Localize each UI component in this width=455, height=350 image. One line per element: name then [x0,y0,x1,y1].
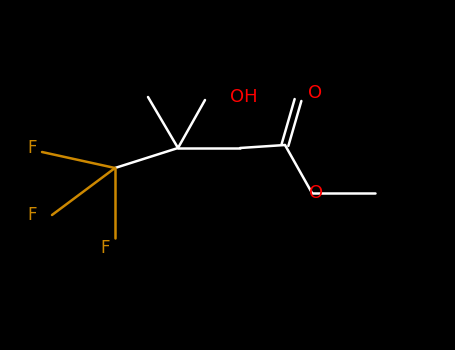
Text: O: O [308,84,322,102]
Text: F: F [27,206,37,224]
Text: O: O [309,184,323,202]
Text: F: F [27,139,37,157]
Text: OH: OH [230,88,258,106]
Text: F: F [100,239,110,257]
